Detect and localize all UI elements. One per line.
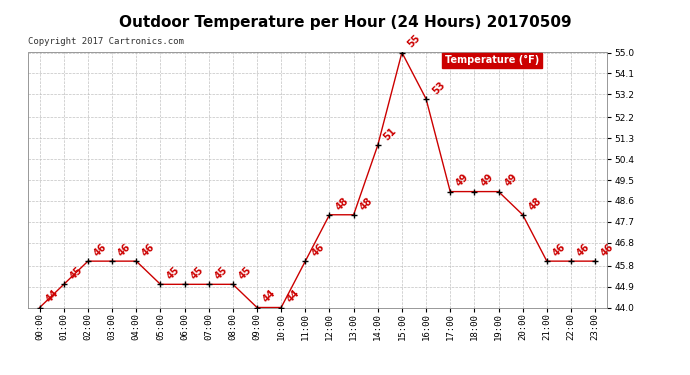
Text: 48: 48 bbox=[334, 195, 351, 212]
Text: 49: 49 bbox=[503, 172, 520, 189]
Text: Outdoor Temperature per Hour (24 Hours) 20170509: Outdoor Temperature per Hour (24 Hours) … bbox=[119, 15, 571, 30]
Text: 51: 51 bbox=[382, 126, 399, 142]
Text: 48: 48 bbox=[527, 195, 544, 212]
Text: 45: 45 bbox=[213, 265, 230, 282]
Text: 46: 46 bbox=[117, 242, 133, 258]
Text: 49: 49 bbox=[479, 172, 495, 189]
Text: 45: 45 bbox=[165, 265, 181, 282]
Text: Temperature (°F): Temperature (°F) bbox=[445, 55, 539, 65]
Text: 44: 44 bbox=[262, 288, 278, 305]
Text: 46: 46 bbox=[600, 242, 616, 258]
Text: 46: 46 bbox=[551, 242, 568, 258]
Text: 55: 55 bbox=[406, 33, 423, 50]
Text: 45: 45 bbox=[68, 265, 85, 282]
Text: 45: 45 bbox=[237, 265, 254, 282]
Text: 44: 44 bbox=[286, 288, 302, 305]
Text: 44: 44 bbox=[44, 288, 61, 305]
Text: 46: 46 bbox=[575, 242, 592, 258]
Text: 46: 46 bbox=[141, 242, 157, 258]
Text: 49: 49 bbox=[455, 172, 471, 189]
Text: 45: 45 bbox=[189, 265, 206, 282]
Text: Copyright 2017 Cartronics.com: Copyright 2017 Cartronics.com bbox=[28, 38, 184, 46]
Text: 48: 48 bbox=[358, 195, 375, 212]
Text: 46: 46 bbox=[92, 242, 109, 258]
Text: 46: 46 bbox=[310, 242, 326, 258]
Text: 53: 53 bbox=[431, 80, 447, 96]
